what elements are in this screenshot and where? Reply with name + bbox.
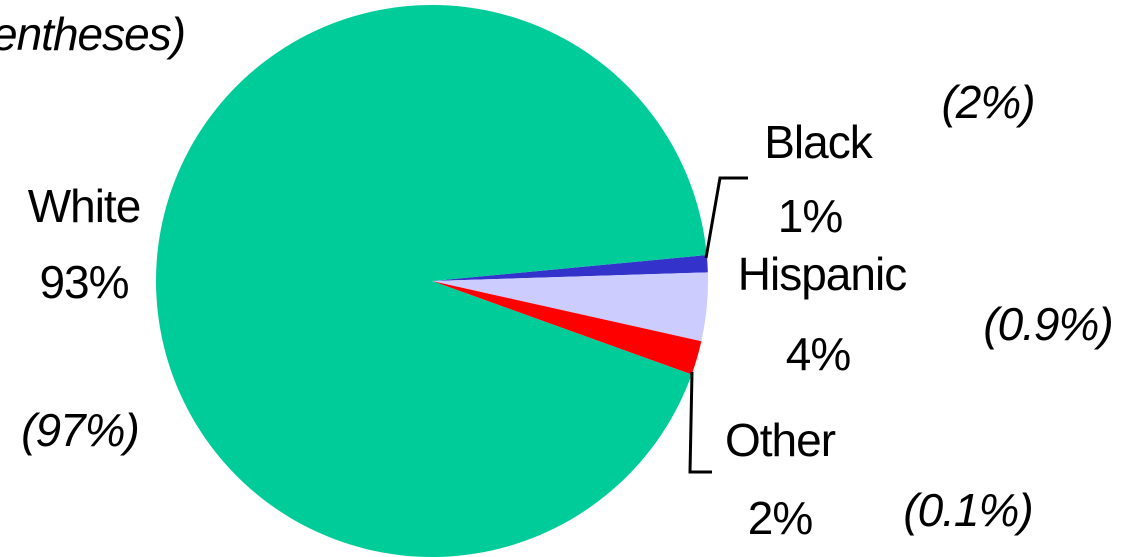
slice-value-hispanic: 4% [786,328,851,380]
slice-value-black: 1% [778,190,843,242]
slice-value-other: 2% [748,492,813,544]
black-leader-line [704,176,748,259]
slice-compare-black: (2%) [941,76,1034,128]
slice-value-white: 93% [39,256,128,308]
slice-compare-white: (97%) [21,404,139,456]
slice-label-black: Black [764,116,873,168]
pie-slices [156,4,708,557]
other-leader-line [688,371,712,474]
slice-label-other: Other [725,414,836,466]
slice-label-white: White [28,180,141,232]
pie-slice-black [432,255,708,281]
pie-slice-other [432,281,702,375]
slice-compare-hispanic: (0.9%) [983,298,1112,350]
pie-slice-hispanic [432,272,708,342]
pie-slice-white [156,4,707,557]
title-fragment: entheses) [0,8,185,60]
slice-compare-other: (0.1%) [903,484,1032,536]
slice-label-hispanic: Hispanic [738,248,906,300]
